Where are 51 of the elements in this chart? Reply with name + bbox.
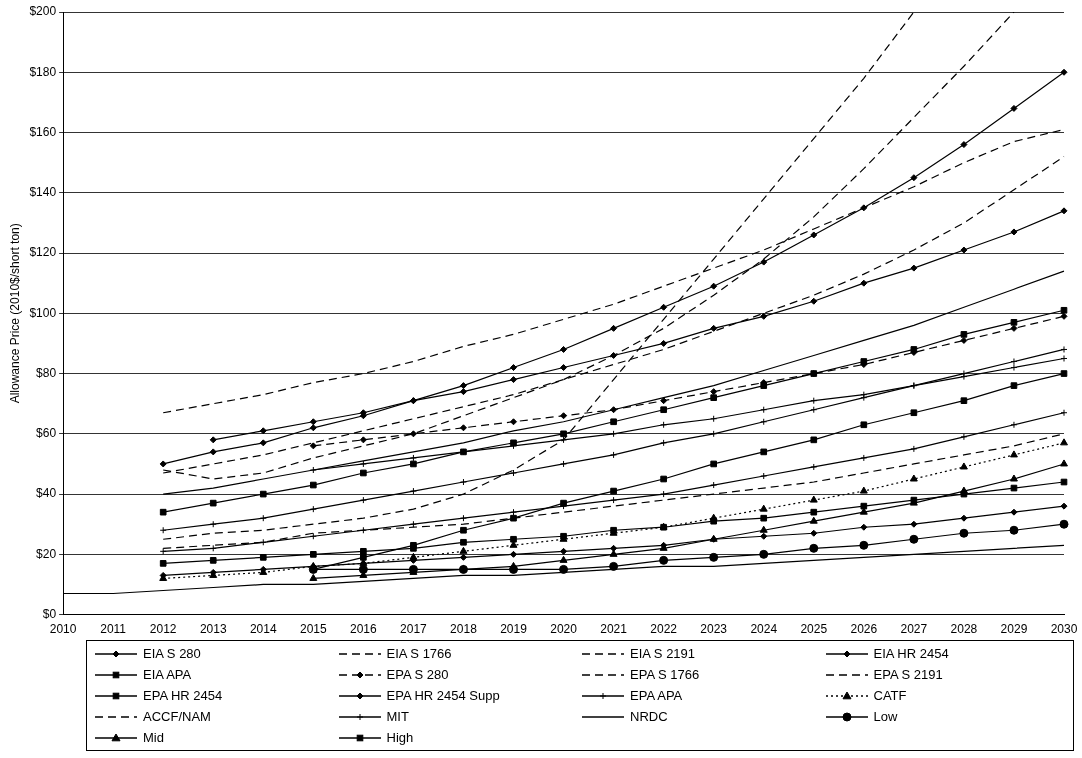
y-tick-label: $40 (36, 486, 57, 501)
x-tick-label: 2025 (800, 622, 828, 637)
y-tick-label: $0 (42, 606, 57, 621)
y-axis-title: Allowance Price (2010$/short ton) (7, 223, 22, 404)
legend-label: EIA APA (143, 667, 192, 682)
legend-label: EPA HR 2454 (143, 688, 223, 703)
y-tick-label: $20 (36, 546, 57, 561)
legend-label: EIA S 1766 (386, 646, 452, 661)
legend-label: EIA HR 2454 (873, 646, 949, 661)
x-tick-label: 2029 (1000, 622, 1028, 637)
y-tick-label: $80 (36, 365, 57, 380)
y-tick-label: $120 (29, 245, 57, 260)
legend-label: EPA S 280 (386, 667, 449, 682)
x-tick-label: 2010 (49, 622, 77, 637)
x-tick-label: 2022 (650, 622, 678, 637)
x-tick-label: 2019 (500, 622, 528, 637)
x-tick-label: 2020 (550, 622, 578, 637)
x-tick-label: 2014 (249, 622, 277, 637)
x-tick-label: 2018 (450, 622, 478, 637)
x-tick-label: 2015 (299, 622, 327, 637)
y-tick-label: $100 (29, 305, 57, 320)
x-tick-label: 2021 (600, 622, 628, 637)
x-tick-label: 2023 (700, 622, 728, 637)
y-tick-label: $140 (29, 185, 57, 200)
y-tick-label: $200 (29, 4, 57, 19)
legend-label: EIA S 2191 (630, 646, 696, 661)
legend-label: MIT (386, 709, 409, 724)
legend-label: EIA S 280 (143, 646, 201, 661)
x-tick-label: 2016 (350, 622, 378, 637)
legend-label: EPA S 2191 (873, 667, 943, 682)
legend-label: EPA S 1766 (630, 667, 700, 682)
legend-label: EPA APA (630, 688, 683, 703)
x-tick-label: 2017 (400, 622, 428, 637)
x-tick-label: 2013 (199, 622, 227, 637)
legend-label: EPA HR 2454 Supp (386, 688, 500, 703)
y-tick-label: $160 (29, 124, 57, 139)
legend-label: Low (873, 709, 898, 724)
x-tick-label: 2030 (1050, 622, 1078, 637)
x-tick-label: 2026 (850, 622, 878, 637)
x-tick-label: 2011 (100, 622, 127, 637)
legend-label: NRDC (630, 709, 668, 724)
x-tick-label: 2028 (950, 622, 978, 637)
legend-label: CATF (873, 688, 907, 703)
y-tick-label: $180 (29, 64, 57, 79)
x-tick-label: 2027 (900, 622, 928, 637)
x-tick-label: 2012 (149, 622, 177, 637)
legend-label: High (386, 730, 414, 745)
x-tick-label: 2024 (750, 622, 778, 637)
legend-label: ACCF/NAM (143, 709, 211, 724)
legend-label: Mid (143, 730, 164, 745)
y-tick-label: $60 (36, 426, 57, 441)
